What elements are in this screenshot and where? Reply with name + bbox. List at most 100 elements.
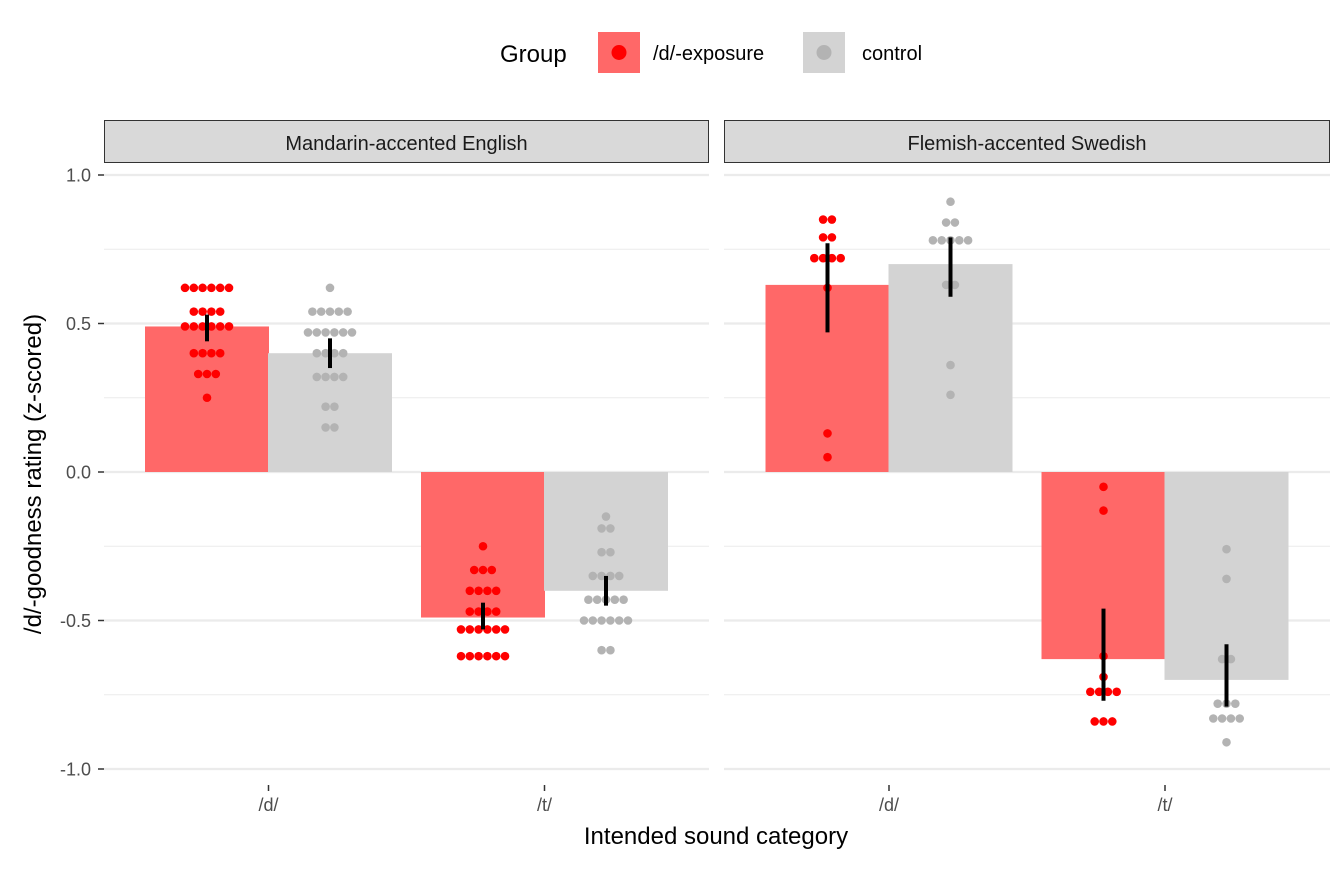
bar-control-1 (544, 472, 668, 591)
data-point (955, 236, 964, 245)
data-point (207, 283, 216, 293)
data-point (303, 328, 313, 337)
data-point (491, 586, 501, 596)
bar-control-0 (268, 353, 392, 472)
data-point (343, 307, 352, 316)
data-point (818, 233, 828, 242)
facet-title: Flemish-accented Swedish (908, 133, 1147, 155)
data-point (334, 307, 344, 316)
data-point (1226, 654, 1236, 664)
x-axis-title: Intended sound category (584, 823, 848, 850)
data-point (198, 348, 207, 358)
data-point (1213, 699, 1222, 708)
data-point (1209, 714, 1218, 723)
data-point (606, 524, 615, 533)
legend-label: control (862, 43, 922, 65)
data-point (606, 616, 615, 625)
data-point (483, 625, 492, 634)
data-point (1103, 687, 1113, 697)
data-point (312, 348, 322, 358)
legend-key-dot (611, 45, 627, 60)
data-point (211, 369, 221, 379)
facet-title: Mandarin-accented English (285, 133, 527, 155)
data-point (189, 307, 199, 316)
data-point (827, 233, 837, 242)
data-point (474, 625, 483, 634)
data-point (946, 360, 955, 370)
data-point (597, 616, 606, 625)
data-point (312, 328, 322, 337)
data-point (606, 645, 615, 655)
data-point (465, 625, 475, 634)
data-point (941, 280, 951, 290)
facet-strip (104, 120, 709, 163)
data-point (584, 595, 593, 605)
data-point (325, 283, 335, 293)
data-point (474, 586, 483, 596)
data-point (827, 215, 837, 224)
data-point (928, 236, 938, 245)
data-point (623, 616, 633, 625)
data-point (937, 236, 946, 245)
data-point (500, 651, 510, 661)
data-point (950, 280, 960, 290)
data-point (1099, 717, 1108, 726)
data-point (330, 423, 339, 432)
data-point (202, 369, 212, 379)
data-point (1231, 699, 1240, 708)
data-point (1094, 687, 1104, 697)
data-point (606, 547, 615, 557)
data-point (610, 595, 620, 605)
legend-title: Group (500, 41, 567, 68)
data-point (963, 236, 973, 245)
data-point (207, 307, 216, 316)
data-point (347, 328, 357, 337)
data-point (338, 348, 348, 358)
x-tick-label: /t/ (537, 795, 552, 815)
data-point (597, 645, 606, 655)
y-tick-label: -0.5 (60, 611, 91, 631)
y-tick-label: 0.0 (66, 463, 91, 483)
data-point (614, 571, 624, 581)
legend-label: /d/-exposure (653, 43, 764, 65)
panel-1: Mandarin-accented English/d/ /t/ (104, 120, 709, 815)
data-point (592, 595, 602, 605)
data-point (465, 651, 475, 661)
data-point (1235, 714, 1244, 723)
y-tick-label: 1.0 (66, 166, 91, 186)
data-point (207, 348, 216, 358)
data-point (465, 586, 475, 596)
data-point (950, 218, 960, 227)
x-tick-label: /t/ (1157, 795, 1172, 815)
data-point (330, 328, 339, 337)
data-point (180, 283, 190, 293)
data-point (1099, 506, 1108, 515)
data-point (224, 283, 234, 293)
data-point (588, 616, 598, 625)
data-point (606, 571, 615, 581)
data-point (189, 348, 199, 358)
data-point (330, 402, 339, 411)
data-point (483, 586, 492, 596)
data-point (338, 372, 348, 382)
data-point (321, 372, 330, 382)
y-axis-title: /d/-goodness rating (z-scored) (20, 314, 47, 634)
data-point (215, 322, 225, 331)
data-point (215, 283, 225, 293)
data-point (823, 452, 832, 462)
data-point (491, 607, 501, 616)
panel-2: Flemish-accented Swedish/d/ /t/ (724, 120, 1330, 815)
y-tick-label: -1.0 (60, 760, 91, 780)
data-point (189, 322, 199, 331)
data-point (1090, 717, 1099, 726)
data-point (601, 512, 611, 521)
data-point (597, 571, 606, 581)
y-tick-label: 0.5 (66, 314, 91, 334)
data-point (614, 616, 624, 625)
data-point (1108, 717, 1117, 726)
x-tick-label: /d/ (879, 795, 899, 815)
data-point (818, 253, 828, 263)
data-point (478, 565, 488, 575)
data-point (1222, 737, 1231, 747)
